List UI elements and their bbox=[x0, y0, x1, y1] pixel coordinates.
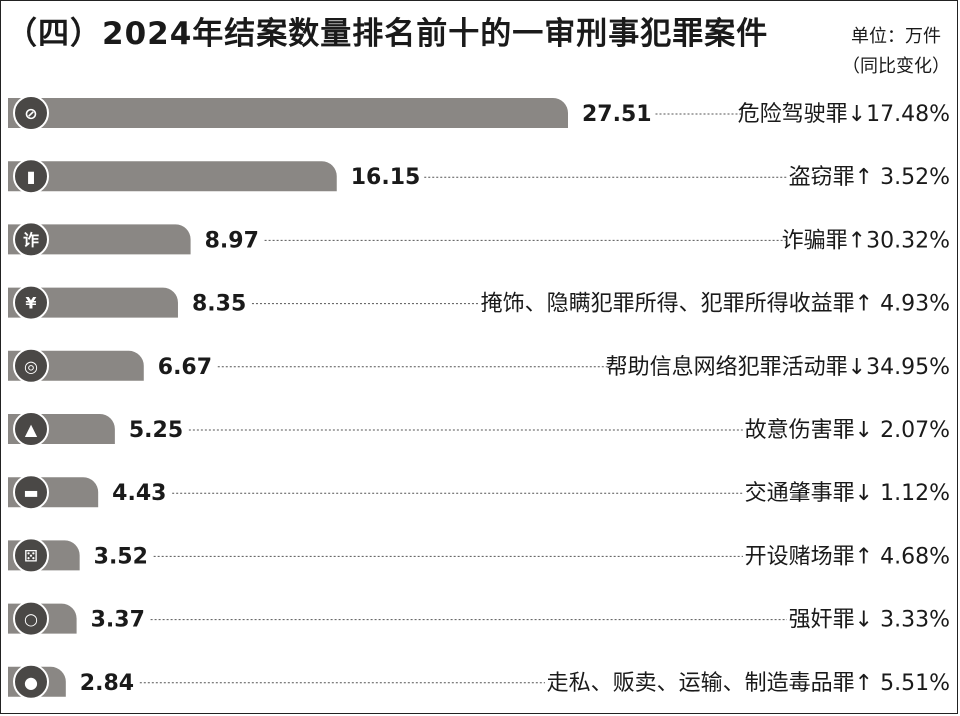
fraud-icon bbox=[13, 221, 49, 258]
category-label: 诈骗罪↑30.32% bbox=[782, 228, 950, 253]
thief-icon-glyph: ▮ bbox=[27, 167, 36, 186]
category-label: 帮助信息网络犯罪活动罪↓34.95% bbox=[606, 355, 950, 380]
value-label: 6.67 bbox=[158, 355, 212, 380]
bar-row: ○ 3.37 强奸罪↓ 3.33% bbox=[8, 600, 950, 637]
value-label: 8.35 bbox=[192, 292, 246, 317]
unit-line-1: 单位：万件 bbox=[851, 26, 941, 47]
knife-icon bbox=[13, 411, 49, 447]
globe-icon bbox=[13, 347, 49, 384]
category-label: 强奸罪↓ 3.33% bbox=[789, 608, 950, 633]
bar-row: ¥8.35 掩饰、隐瞒犯罪所得、犯罪所得收益罪↑ 4.93% bbox=[8, 284, 950, 321]
bar bbox=[8, 287, 178, 318]
value-label: 3.37 bbox=[91, 608, 145, 633]
unit-label: 单位：万件 （同比变化） bbox=[842, 22, 950, 82]
bar-row: ● 2.84 走私、贩卖、运输、制造毒品罪↑ 5.51% bbox=[8, 663, 950, 700]
bar bbox=[8, 98, 568, 128]
category-label: 走私、贩卖、运输、制造毒品罪↑ 5.51% bbox=[547, 671, 950, 696]
pill-icon bbox=[13, 663, 49, 700]
value-label: 16.15 bbox=[351, 165, 421, 190]
bar-row: ⊘ 27.51 危险驾驶罪↓17.48% bbox=[8, 95, 950, 131]
money-bag-icon bbox=[13, 284, 49, 321]
car-crash-icon bbox=[13, 474, 49, 511]
dice-icon-glyph: ⚄ bbox=[24, 546, 38, 565]
car-crash-icon-glyph: ▬ bbox=[23, 483, 38, 502]
bar-row: ▮ 16.15 盗窃罪↑ 3.52% bbox=[8, 158, 950, 195]
rings-icon bbox=[13, 600, 49, 637]
chart-title: （四）2024年结案数量排名前十的一审刑事犯罪案件 bbox=[6, 16, 769, 52]
dice-icon bbox=[13, 537, 49, 574]
fraud-icon-glyph: 诈 bbox=[23, 230, 39, 249]
value-label: 5.25 bbox=[129, 418, 183, 443]
category-label: 掩饰、隐瞒犯罪所得、犯罪所得收益罪↑ 4.93% bbox=[481, 292, 950, 317]
no-driving-icon-glyph: ⊘ bbox=[24, 104, 37, 123]
bar bbox=[8, 224, 191, 255]
value-label: 4.43 bbox=[112, 481, 166, 506]
pill-icon-glyph: ● bbox=[24, 673, 38, 692]
thief-icon bbox=[13, 158, 49, 195]
category-label: 盗窃罪↑ 3.52% bbox=[789, 165, 950, 190]
rings-icon-glyph: ○ bbox=[24, 610, 38, 629]
bar-row: ▬ 4.43 交通肇事罪↓ 1.12% bbox=[8, 474, 950, 511]
bar-row: ◎ 6.67 帮助信息网络犯罪活动罪↓34.95% bbox=[8, 347, 950, 384]
bar-row: 诈 8.97 诈骗罪↑30.32% bbox=[8, 221, 950, 258]
category-label: 故意伤害罪↓ 2.07% bbox=[745, 418, 950, 443]
no-driving-icon bbox=[13, 95, 49, 131]
globe-icon-glyph: ◎ bbox=[24, 357, 38, 376]
money-bag-icon-glyph: ¥ bbox=[25, 294, 36, 313]
category-label: 开设赌场罪↑ 4.68% bbox=[745, 544, 950, 569]
category-label: 交通肇事罪↓ 1.12% bbox=[745, 481, 950, 506]
category-label: 危险驾驶罪↓17.48% bbox=[738, 102, 950, 127]
bar-row: ⚄ 3.52 开设赌场罪↑ 4.68% bbox=[8, 537, 950, 574]
value-label: 8.97 bbox=[205, 228, 259, 253]
unit-line-2: （同比变化） bbox=[842, 56, 950, 77]
knife-icon-glyph: ▲ bbox=[25, 420, 38, 439]
value-label: 2.84 bbox=[80, 671, 134, 696]
value-label: 3.52 bbox=[94, 544, 148, 569]
bar bbox=[8, 161, 337, 192]
value-label: 27.51 bbox=[582, 102, 652, 127]
bar-row: ▲ 5.25 故意伤害罪↓ 2.07% bbox=[8, 411, 950, 447]
